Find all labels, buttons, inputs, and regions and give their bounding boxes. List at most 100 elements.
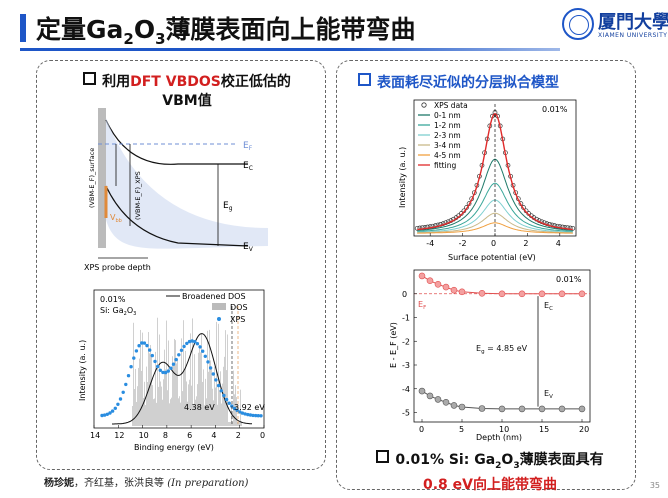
checkbox-bullet-icon [83,72,97,85]
fit-curves [414,104,576,236]
band-series-point [538,405,546,413]
title-underline [20,48,560,51]
xps-point [193,340,197,344]
dos-bar [188,384,189,426]
right-panel [336,60,636,490]
dos-bar [200,352,201,426]
band-series-point [458,288,466,296]
ec-label: EC [243,161,253,172]
band-xtick-label: 20 [579,425,589,434]
dos-bar [135,368,136,426]
band-series-point [518,290,526,298]
xps-point [214,378,218,382]
eg-label: Eg [223,201,233,212]
dos-bar [224,356,225,426]
broadened-dos-line [112,333,252,425]
xps-point [259,414,263,418]
band-series-point [458,403,466,411]
xps-point [243,412,247,416]
eg-label: Eg = 4.85 eV [476,344,528,355]
xps-point [232,406,237,411]
dos-bar [187,401,188,426]
dos-bar [158,386,159,426]
fit-series-line [417,222,573,234]
xps-point [224,397,229,402]
dos-bar [241,422,242,426]
ef-label: EF [243,141,253,152]
xps-point [216,383,221,388]
fit-percent-label: 0.01% [542,105,568,114]
ev-curve [105,185,249,247]
xps-point [161,370,165,375]
band-ytick-label: -5 [402,409,410,418]
dos-bar [154,398,155,426]
band-series-point [418,387,426,395]
xps-point [246,412,250,417]
band-ytick-label: -1 [402,314,410,323]
xps-point [201,349,205,353]
xps-point [140,341,144,345]
band-series-point [450,402,458,409]
dos-bar [191,385,192,426]
dos-bar [177,358,178,426]
conclusion: 0.01% Si: Ga2O3薄膜表面具有 0.8 eV向上能带弯曲 [350,450,630,495]
band-series [414,272,590,413]
dos-bar [145,405,146,426]
left-heading: 利用DFT VBDOS校正低估的 VBM值 [62,72,312,111]
page-number: 35 [649,481,660,490]
dos-bar [190,333,191,426]
dos-bar [208,371,209,426]
seal-icon [562,8,594,40]
band-xtick-label: 0 [419,425,424,434]
xps-point [190,339,194,343]
dos-bar [184,370,185,426]
dos-bar [215,387,216,426]
band-series-point [578,290,586,298]
band-series-point [450,286,458,294]
fit-xtick-label: 2 [523,239,528,248]
dos-bar [155,351,156,426]
band-series-point [442,399,450,406]
dos-bar [219,390,220,426]
band-series-point [518,405,526,413]
dos-bar [138,367,139,426]
dos-bar [136,401,137,426]
ev-label: EV [243,242,254,253]
xps-point [171,362,176,366]
fit-xtick-label: 4 [556,239,561,248]
dos-bar [202,381,203,426]
band-series-point [426,392,434,400]
dos-xtick-label: 2 [236,431,241,440]
title-accent-bar [20,14,26,42]
band-ytick-label: -4 [402,385,410,394]
surface-slab [98,108,106,248]
xps-point [248,413,253,417]
dos-bar [178,398,179,426]
xps-data-point [425,224,430,230]
dos-bar [193,403,194,426]
dos-bar [216,321,217,426]
vbb-label: Vbb [110,213,122,224]
band-series-point [434,280,442,288]
xps-point [126,374,131,378]
fit-xticks: -4 -2 0 2 4 [426,233,561,248]
legend-marker [421,102,427,108]
dos-bar [195,399,196,426]
band-series-point [478,405,486,412]
xps-point [116,402,120,406]
dos-bar [175,340,176,426]
author-credit: 杨珍妮，齐红基，张洪良等 (In preparation) [44,478,249,489]
ef-label: EF [418,300,426,311]
dos-bar [220,371,221,426]
legend-dos-swatch [212,303,226,310]
xps-point [169,366,173,370]
dos-bar [170,399,171,426]
dos-xtick-label: 6 [187,431,192,440]
dos-bar [204,405,205,426]
fit-series-line [417,182,573,232]
dos-bar [179,396,180,426]
xps-point [195,342,200,346]
dos-bar [149,353,150,426]
dos-bar [133,322,134,426]
